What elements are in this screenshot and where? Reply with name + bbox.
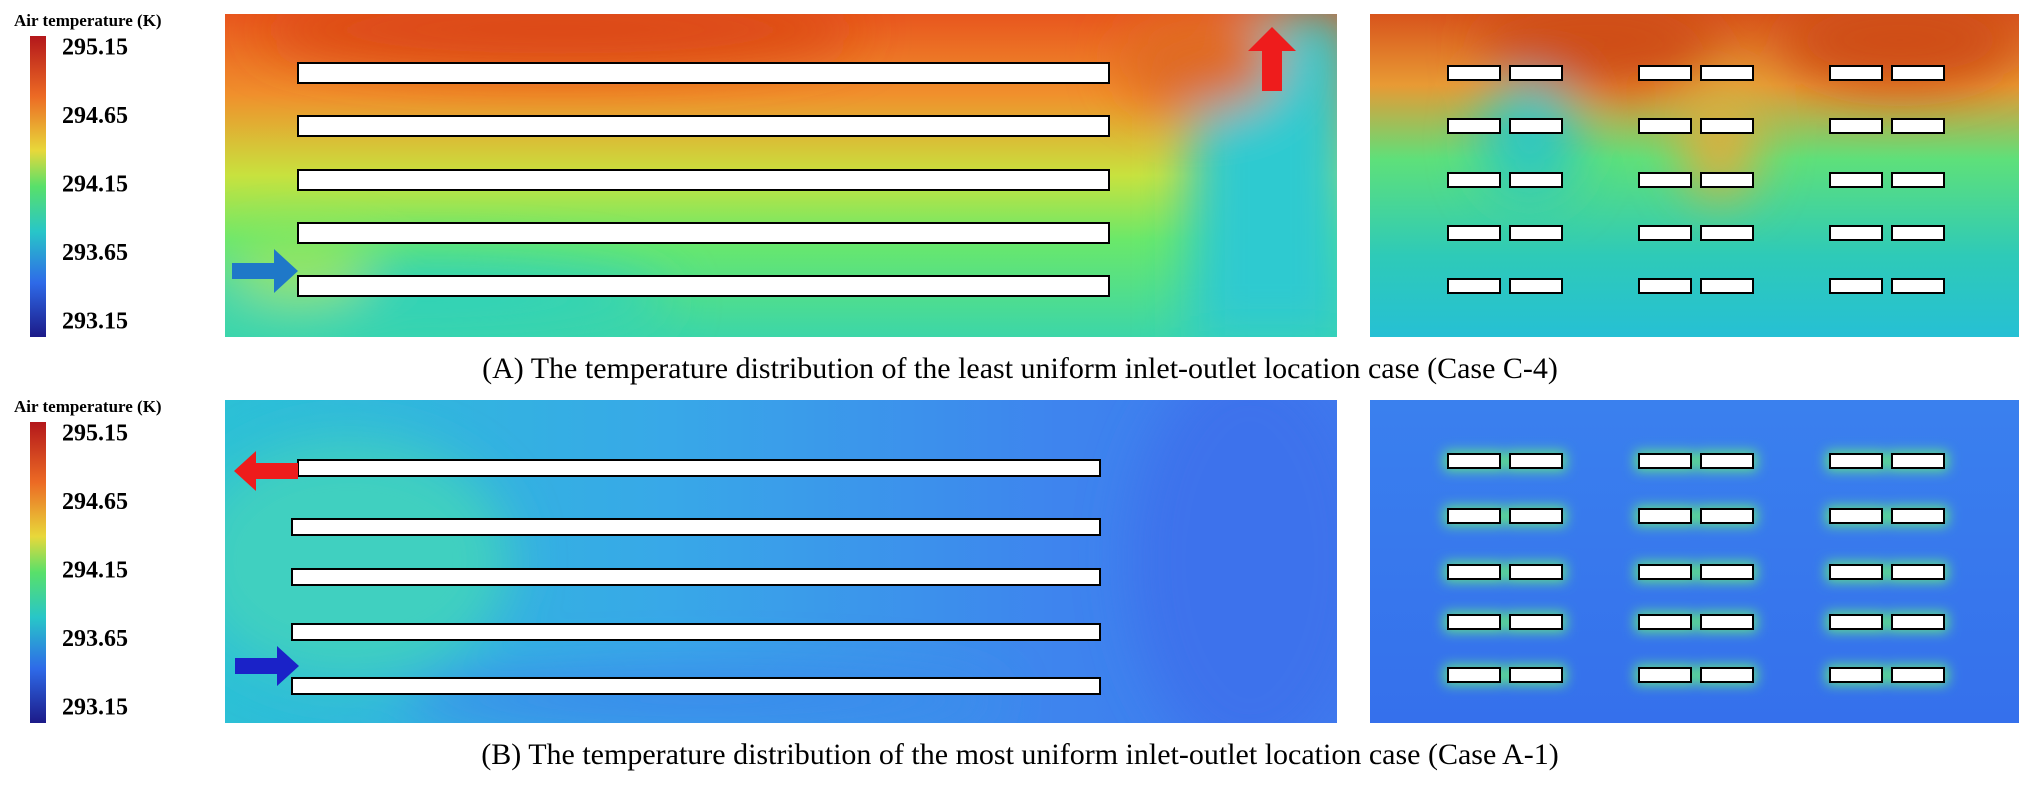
rack bbox=[1509, 508, 1563, 524]
rack bbox=[1509, 667, 1563, 683]
rack bbox=[1509, 453, 1563, 469]
rack bbox=[297, 275, 1110, 297]
legend-tick-label: 294.15 bbox=[62, 172, 128, 198]
rack bbox=[1829, 564, 1883, 580]
caption: (B) The temperature distribution of the … bbox=[481, 738, 1559, 771]
rack bbox=[1891, 225, 1945, 241]
colorbar bbox=[30, 36, 46, 337]
legend-tick-label: 293.65 bbox=[62, 240, 128, 266]
outlet-arrow bbox=[234, 451, 298, 491]
rack bbox=[1700, 65, 1754, 81]
rack bbox=[1829, 65, 1883, 81]
rack bbox=[1891, 172, 1945, 188]
rack bbox=[1700, 118, 1754, 134]
rack bbox=[1509, 278, 1563, 294]
rack bbox=[1638, 614, 1692, 630]
rack bbox=[1891, 667, 1945, 683]
rack bbox=[1638, 172, 1692, 188]
rack bbox=[1891, 118, 1945, 134]
outlet-arrow bbox=[1248, 27, 1296, 91]
contour-b-left bbox=[225, 400, 1337, 723]
rack bbox=[1447, 172, 1501, 188]
legend-tick-label: 293.65 bbox=[62, 626, 128, 652]
rack bbox=[1638, 65, 1692, 81]
legend-tick-label: 294.15 bbox=[62, 558, 128, 584]
rack bbox=[1891, 614, 1945, 630]
rack bbox=[1638, 667, 1692, 683]
inlet-arrow bbox=[235, 646, 299, 686]
rack bbox=[1891, 508, 1945, 524]
rack bbox=[1700, 225, 1754, 241]
inlet-arrow bbox=[232, 249, 298, 293]
rack bbox=[1447, 65, 1501, 81]
rack bbox=[297, 222, 1110, 244]
rack bbox=[1829, 614, 1883, 630]
rack bbox=[1447, 667, 1501, 683]
rack bbox=[1829, 508, 1883, 524]
rack bbox=[1447, 453, 1501, 469]
rack bbox=[1638, 225, 1692, 241]
rack bbox=[1829, 225, 1883, 241]
rack bbox=[1638, 278, 1692, 294]
rack bbox=[1891, 453, 1945, 469]
rack bbox=[291, 568, 1101, 586]
rack bbox=[297, 169, 1110, 191]
rack bbox=[1700, 667, 1754, 683]
rack bbox=[291, 518, 1101, 536]
rack bbox=[1447, 614, 1501, 630]
rack bbox=[1829, 667, 1883, 683]
rack bbox=[1509, 65, 1563, 81]
rack bbox=[291, 623, 1101, 641]
rack bbox=[1829, 118, 1883, 134]
rack bbox=[1700, 453, 1754, 469]
legend-tick-label: 295.15 bbox=[62, 35, 128, 61]
rack bbox=[1891, 564, 1945, 580]
rack bbox=[1447, 564, 1501, 580]
rack bbox=[1829, 453, 1883, 469]
rack bbox=[1447, 278, 1501, 294]
rack bbox=[1509, 118, 1563, 134]
rack bbox=[1891, 65, 1945, 81]
legend-tick-label: 295.15 bbox=[62, 421, 128, 447]
rack bbox=[1447, 118, 1501, 134]
legend-title: Air temperature (K) bbox=[14, 397, 162, 416]
colorbar bbox=[30, 422, 46, 723]
legend-tick-label: 294.65 bbox=[62, 103, 128, 129]
rack bbox=[291, 677, 1101, 695]
legend-tick-label: 294.65 bbox=[62, 489, 128, 515]
rack bbox=[1638, 508, 1692, 524]
rack bbox=[297, 115, 1110, 137]
rack bbox=[1700, 172, 1754, 188]
rack bbox=[1509, 225, 1563, 241]
caption: (A) The temperature distribution of the … bbox=[482, 352, 1558, 385]
rack bbox=[1638, 453, 1692, 469]
rack bbox=[297, 62, 1110, 84]
rack bbox=[1700, 508, 1754, 524]
legend-tick-label: 293.15 bbox=[62, 695, 128, 721]
rack bbox=[1447, 508, 1501, 524]
legend-title: Air temperature (K) bbox=[14, 11, 162, 30]
rack bbox=[297, 459, 1101, 477]
rack bbox=[1509, 614, 1563, 630]
rack bbox=[1447, 225, 1501, 241]
rack bbox=[1509, 564, 1563, 580]
rack bbox=[1891, 278, 1945, 294]
rack bbox=[1700, 614, 1754, 630]
rack bbox=[1829, 278, 1883, 294]
rack bbox=[1638, 564, 1692, 580]
rack bbox=[1829, 172, 1883, 188]
rack bbox=[1700, 278, 1754, 294]
rack bbox=[1700, 564, 1754, 580]
legend-tick-label: 293.15 bbox=[62, 309, 128, 335]
rack bbox=[1509, 172, 1563, 188]
rack bbox=[1638, 118, 1692, 134]
